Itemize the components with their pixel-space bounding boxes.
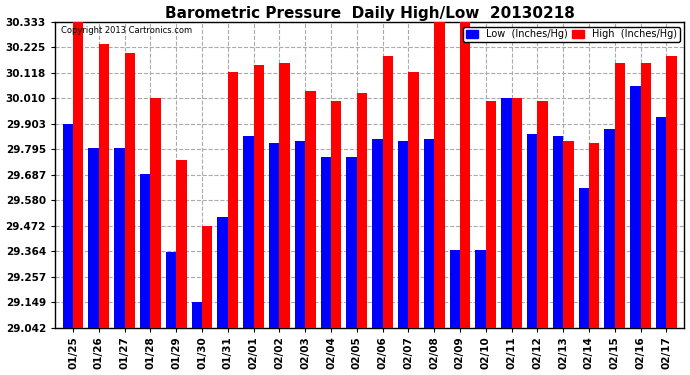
Bar	[217, 217, 228, 327]
Bar	[527, 134, 538, 327]
Bar	[346, 158, 357, 327]
Bar	[604, 129, 615, 327]
Bar	[373, 138, 382, 327]
Bar	[511, 98, 522, 327]
Bar	[579, 188, 589, 327]
Bar	[202, 226, 213, 327]
Bar	[228, 72, 238, 327]
Bar	[254, 65, 264, 327]
Bar	[501, 98, 511, 327]
Bar	[382, 56, 393, 327]
Bar	[192, 302, 202, 327]
Legend: Low  (Inches/Hg), High  (Inches/Hg): Low (Inches/Hg), High (Inches/Hg)	[463, 27, 680, 42]
Bar	[295, 141, 305, 327]
Bar	[73, 22, 83, 327]
Title: Barometric Pressure  Daily High/Low  20130218: Barometric Pressure Daily High/Low 20130…	[165, 6, 575, 21]
Bar	[486, 100, 496, 327]
Bar	[615, 63, 625, 327]
Bar	[667, 56, 677, 327]
Bar	[115, 148, 125, 327]
Bar	[176, 160, 186, 327]
Bar	[589, 143, 600, 327]
Bar	[88, 148, 99, 327]
Bar	[538, 100, 548, 327]
Bar	[450, 250, 460, 327]
Text: Copyright 2013 Cartronics.com: Copyright 2013 Cartronics.com	[61, 26, 193, 35]
Bar	[140, 174, 150, 327]
Bar	[279, 63, 290, 327]
Bar	[398, 141, 408, 327]
Bar	[150, 98, 161, 327]
Bar	[63, 124, 73, 327]
Bar	[244, 136, 254, 327]
Bar	[640, 63, 651, 327]
Bar	[321, 158, 331, 327]
Bar	[269, 143, 279, 327]
Bar	[434, 0, 444, 327]
Bar	[656, 117, 667, 327]
Bar	[563, 141, 573, 327]
Bar	[630, 86, 640, 327]
Bar	[424, 138, 434, 327]
Bar	[475, 250, 486, 327]
Bar	[331, 100, 342, 327]
Bar	[99, 44, 109, 327]
Bar	[357, 93, 367, 327]
Bar	[553, 136, 563, 327]
Bar	[166, 252, 176, 327]
Bar	[125, 53, 135, 327]
Bar	[408, 72, 419, 327]
Bar	[305, 91, 315, 327]
Bar	[460, 0, 471, 327]
